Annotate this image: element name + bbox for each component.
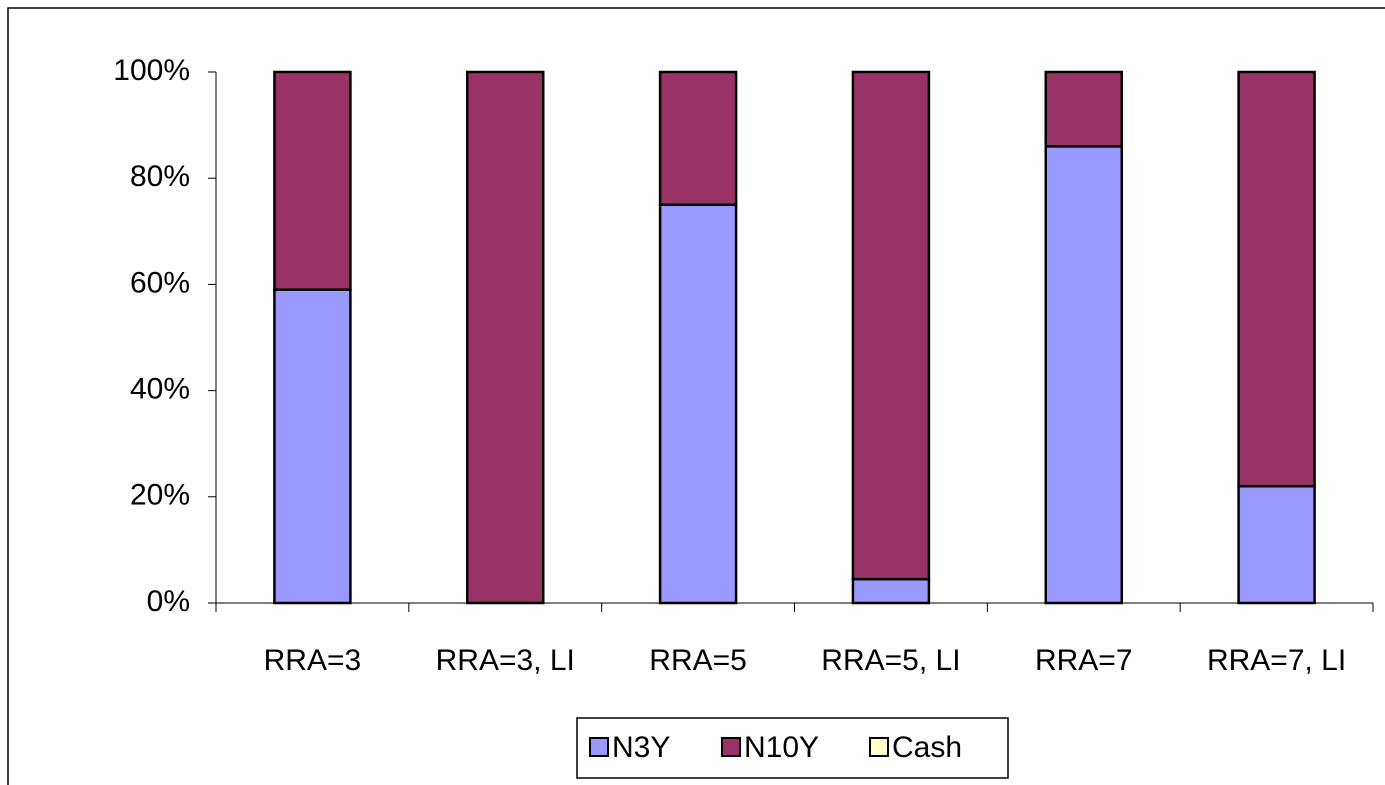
x-tick-label: RRA=3, LI — [436, 644, 575, 677]
legend-box — [576, 717, 1009, 779]
x-tick-label: RRA=5, LI — [821, 644, 960, 677]
y-tick-label: 100% — [113, 54, 190, 87]
legend-label: N10Y — [744, 731, 819, 764]
legend-swatch — [721, 737, 741, 757]
legend-label: N3Y — [612, 731, 670, 764]
bar-segment — [851, 70, 931, 581]
y-tick-label: 60% — [130, 266, 190, 299]
bar-segment — [273, 70, 352, 291]
bar-segment — [658, 70, 738, 206]
x-tick-label: RRA=7, LI — [1207, 644, 1346, 677]
bar-segment — [1044, 145, 1123, 605]
y-tick-label: 80% — [130, 160, 190, 193]
chart-border — [7, 7, 1385, 785]
y-tick-label: 40% — [130, 373, 190, 406]
legend-swatch — [869, 737, 889, 757]
legend-swatch — [589, 737, 609, 757]
bar-segment — [273, 288, 352, 605]
x-tick-label: RRA=7 — [1035, 644, 1133, 677]
x-tick-label: RRA=5 — [649, 644, 747, 677]
x-tick-label: RRA=3 — [264, 644, 362, 677]
bar-segment — [1044, 70, 1123, 148]
bar-segment — [1237, 484, 1316, 605]
bar-segment — [466, 70, 545, 605]
bar-segment — [658, 203, 738, 605]
y-tick-label: 20% — [130, 479, 190, 512]
bar-segment — [1237, 70, 1316, 488]
legend-label: Cash — [892, 731, 962, 764]
bar-segment — [851, 577, 931, 605]
y-tick-label: 0% — [147, 585, 190, 618]
